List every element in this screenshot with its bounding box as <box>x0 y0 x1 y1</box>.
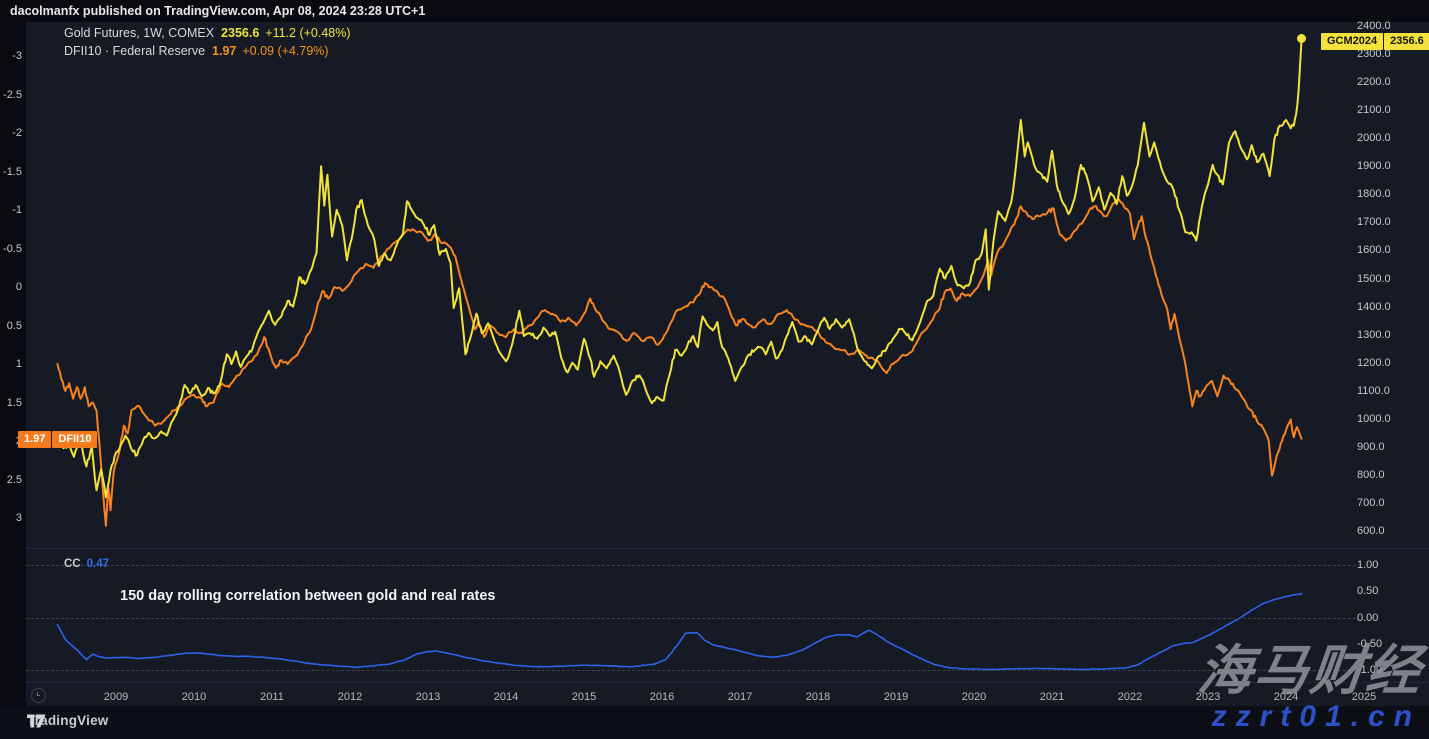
publish-line: dacolmanfx published on TradingView.com,… <box>10 4 426 18</box>
correlation-plot <box>56 592 1303 671</box>
dfii-badge-symbol: DFII10 <box>52 431 98 448</box>
right-axis-tick: 2000.0 <box>1357 132 1391 145</box>
time-axis-year-label: 2023 <box>1195 691 1221 703</box>
cc-indicator-value: 0.47 <box>86 558 110 570</box>
right-axis-tick: 1500.0 <box>1357 272 1391 285</box>
time-axis-year-label: 2021 <box>1039 691 1065 703</box>
cc-axis-tick: -0.50 <box>1357 637 1383 650</box>
watermark-chinese-text: 海马财经 <box>1195 641 1426 701</box>
gold-badge-symbol: GCM2024 <box>1321 33 1384 50</box>
gold-price-badge: GCM2024 2356.6 <box>1321 33 1429 50</box>
right-axis-tick: 2300.0 <box>1357 48 1391 61</box>
dfii-change: +0.09 (+4.79%) <box>242 44 329 58</box>
left-axis-tick: 1 <box>15 358 22 370</box>
tradingview-brand-link[interactable]: TradingView <box>27 713 108 728</box>
left-axis-tick: -1 <box>12 204 22 216</box>
left-axis-tick: 1.5 <box>6 396 22 409</box>
watermark-site-text: zzrt01.cn <box>1211 700 1421 733</box>
right-axis-tick: 1700.0 <box>1357 216 1391 229</box>
right-axis-tick: 1400.0 <box>1357 300 1391 313</box>
footer-bar <box>0 706 1429 739</box>
right-axis-tick: 2400.0 <box>1357 20 1391 32</box>
gold-last-price: 2356.6 <box>221 26 260 40</box>
left-axis-tick: 0.5 <box>6 319 22 332</box>
cc-dashed-gridline <box>26 565 1356 566</box>
right-axis-tick: 700.0 <box>1357 496 1385 509</box>
left-axis-tick: -0.5 <box>3 242 22 255</box>
dfii-series-title: DFII10 · Federal Reserve <box>64 44 206 58</box>
timezone-clock-icon[interactable] <box>31 688 46 703</box>
time-axis-year-label: 2010 <box>181 691 207 703</box>
right-axis-tick: 2100.0 <box>1357 104 1391 117</box>
time-axis-year-label: 2009 <box>103 691 129 703</box>
tradingview-brand-text: TradingView <box>27 713 109 728</box>
right-axis-tick: 1000.0 <box>1357 412 1391 425</box>
time-axis-year-label: 2017 <box>727 691 753 703</box>
gold-series-title: Gold Futures, 1W, COMEX <box>64 26 215 40</box>
cc-axis-tick: 0.00 <box>1357 611 1379 624</box>
dfii-last-price: 1.97 <box>212 44 237 58</box>
right-axis-tick: 2200.0 <box>1357 76 1391 89</box>
legend-row-gold[interactable]: Gold Futures, 1W, COMEX 2356.6 +11.2 (+0.4… <box>64 24 351 42</box>
right-axis-tick: 1200.0 <box>1357 356 1391 369</box>
cc-axis-tick: 1.00 <box>1357 559 1379 571</box>
left-axis-tick: 2.5 <box>6 473 22 486</box>
right-axis-tick: 1100.0 <box>1357 384 1390 397</box>
time-axis-year-label: 2016 <box>649 691 675 703</box>
gold-change: +11.2 (+0.48%) <box>265 26 351 40</box>
left-axis-tick: -2 <box>12 127 22 139</box>
time-axis-year-label: 2022 <box>1117 691 1143 703</box>
time-axis-year-label: 2019 <box>883 691 909 703</box>
time-axis-year-label: 2011 <box>260 691 284 703</box>
left-axis-tick: 3 <box>15 512 22 524</box>
time-axis-year-label: 2012 <box>337 691 363 703</box>
time-axis-year-label: 2025 <box>1351 691 1377 703</box>
dfii-badge-price: 1.97 <box>18 431 52 448</box>
left-axis-tick: 0 <box>15 281 22 293</box>
right-axis-tick: 1300.0 <box>1357 328 1391 341</box>
main-price-pane[interactable] <box>26 22 1429 546</box>
cc-axis-tick: 0.50 <box>1357 585 1379 598</box>
cc-indicator-name: CC <box>64 558 81 570</box>
legend: Gold Futures, 1W, COMEX 2356.6 +11.2 (+0.4… <box>64 24 351 60</box>
gold-badge-price: 2356.6 <box>1384 33 1429 50</box>
tradingview-logo-icon <box>27 714 46 728</box>
right-axis-tick: 1800.0 <box>1357 188 1391 201</box>
publish-bar: dacolmanfx published on TradingView.com,… <box>0 0 1429 22</box>
right-axis-tick: 800.0 <box>1357 468 1385 481</box>
dfii-price-badge: 1.97 DFII10 <box>18 431 98 448</box>
left-price-scale[interactable] <box>0 0 52 546</box>
correlation-annotation: 150 day rolling correlation between gold… <box>120 588 496 604</box>
time-axis-year-label: 2015 <box>571 691 597 703</box>
time-axis-year-label: 2020 <box>961 691 987 703</box>
time-axis-year-label: 2024 <box>1273 691 1299 703</box>
cc-axis-tick: -1.00 <box>1357 664 1383 676</box>
chart-widget <box>26 22 1429 706</box>
correlation-pane[interactable] <box>26 548 1429 683</box>
cc-indicator-label[interactable]: CC 0.47 <box>64 558 109 570</box>
right-axis-tick: 1600.0 <box>1357 244 1391 257</box>
legend-row-dfii[interactable]: DFII10 · Federal Reserve 1.97 +0.09 (+4.79… <box>64 42 351 60</box>
right-axis-tick: 900.0 <box>1357 440 1385 453</box>
time-axis[interactable] <box>26 682 1429 707</box>
time-axis-year-label: 2014 <box>493 691 519 703</box>
price-series-plot <box>56 37 1303 527</box>
right-axis-tick: 600.0 <box>1357 525 1385 537</box>
gold-last-point-marker <box>1297 33 1307 43</box>
left-axis-tick: -2.5 <box>3 88 22 101</box>
cc-dashed-gridline <box>26 617 1356 619</box>
right-axis-tick: 1900.0 <box>1357 160 1391 173</box>
cc-dashed-gridline <box>26 670 1356 671</box>
time-axis-year-label: 2018 <box>805 691 831 703</box>
left-axis-tick: -3 <box>12 50 22 62</box>
left-axis-tick: -1.5 <box>3 165 22 178</box>
time-axis-year-label: 2013 <box>415 691 441 703</box>
